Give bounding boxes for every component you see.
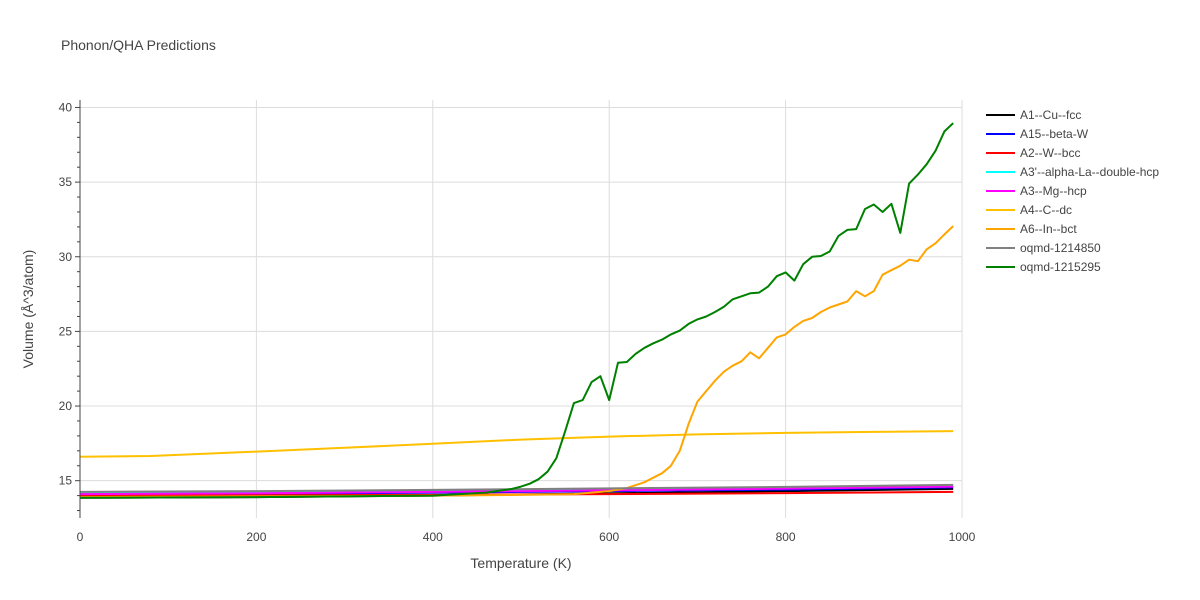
legend-label: A15--beta-W: [1020, 127, 1089, 141]
series-line-A4--C--dc: [79, 430, 954, 458]
legend-label: A2--W--bcc: [1020, 146, 1080, 160]
y-tick-label: 15: [59, 474, 73, 488]
legend-item[interactable]: A3'--alpha-La--double-hcp: [986, 165, 1159, 179]
legend-item[interactable]: A1--Cu--fcc: [986, 108, 1081, 122]
series-line-oqmd-1214850: [79, 483, 954, 493]
x-tick-label: 1000: [949, 530, 976, 544]
y-axis-label: Volume (Å^3/atom): [20, 250, 36, 369]
legend-label: oqmd-1214850: [1020, 241, 1101, 255]
legend-item[interactable]: oqmd-1214850: [986, 241, 1101, 255]
legend-label: A3'--alpha-La--double-hcp: [1020, 165, 1159, 179]
x-tick-label: 600: [599, 530, 619, 544]
legend[interactable]: A1--Cu--fcc A15--beta-W A2--W--bcc A3'--alp…: [986, 108, 1159, 274]
legend-label: A6--In--bct: [1020, 222, 1077, 236]
legend-label: oqmd-1215295: [1020, 260, 1101, 274]
legend-item[interactable]: A15--beta-W: [986, 127, 1089, 141]
series-line-oqmd-1215295: [79, 122, 954, 499]
legend-label: A1--Cu--fcc: [1020, 108, 1081, 122]
x-tick-label: 400: [423, 530, 443, 544]
series-line-A6--In--bct: [79, 225, 954, 499]
legend-item[interactable]: oqmd-1215295: [986, 260, 1101, 274]
legend-label: A4--C--dc: [1020, 203, 1072, 217]
y-tick-label: 20: [59, 399, 73, 413]
y-tick-label: 35: [59, 175, 73, 189]
grid-layer: [79, 100, 963, 518]
axis-layer: 0 200 400 600 800 1000 15 20 25 30 35 40: [59, 100, 976, 544]
legend-item[interactable]: A4--C--dc: [986, 203, 1072, 217]
legend-item[interactable]: A6--In--bct: [986, 222, 1077, 236]
x-axis-label: Temperature (K): [470, 555, 571, 571]
x-tick-label: 200: [246, 530, 266, 544]
chart-title: Phonon/QHA Predictions: [61, 37, 216, 53]
y-tick-label: 30: [59, 250, 73, 264]
x-tick-label: 0: [77, 530, 84, 544]
series-layer: [79, 122, 954, 499]
legend-label: A3--Mg--hcp: [1020, 184, 1087, 198]
y-tick-label: 25: [59, 324, 73, 338]
y-tick-label: 40: [59, 100, 73, 114]
x-tick-label: 800: [776, 530, 796, 544]
series-line-A3--Mg--hcp: [79, 485, 954, 496]
legend-item[interactable]: A2--W--bcc: [986, 146, 1080, 160]
legend-item[interactable]: A3--Mg--hcp: [986, 184, 1087, 198]
